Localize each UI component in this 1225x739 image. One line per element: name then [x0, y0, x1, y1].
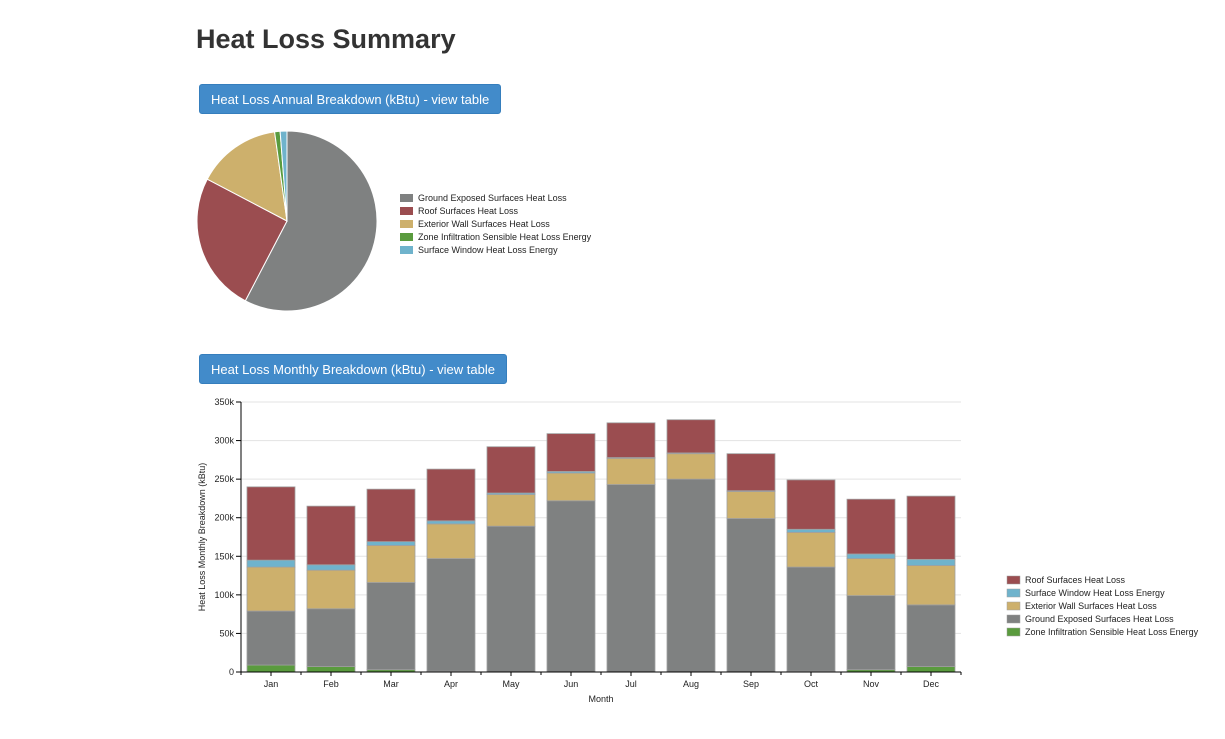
bar-segment[interactable] — [726, 453, 776, 492]
bar-segment[interactable] — [606, 422, 656, 458]
bar-segment[interactable] — [786, 566, 836, 672]
bar-segment[interactable] — [726, 518, 776, 673]
pie-legend-label: Ground Exposed Surfaces Heat Loss — [418, 193, 567, 203]
x-tick-label: Jan — [264, 679, 279, 689]
pie-slice[interactable] — [279, 130, 288, 222]
bar-segment[interactable] — [246, 559, 296, 568]
bar-segment[interactable] — [246, 610, 296, 666]
pie-legend-swatch — [400, 194, 413, 202]
bar-segment[interactable] — [606, 457, 656, 485]
bar-segment[interactable] — [486, 446, 536, 494]
bar-segment[interactable] — [366, 488, 416, 543]
bar-segment[interactable] — [306, 608, 356, 668]
y-tick-label: 150k — [214, 551, 234, 561]
bar-segment[interactable] — [906, 495, 956, 560]
bar-segment[interactable] — [906, 565, 956, 606]
bar-segment[interactable] — [606, 484, 656, 673]
x-tick-label: Dec — [923, 679, 940, 689]
y-tick-label: 200k — [214, 513, 234, 523]
bar-segment[interactable] — [846, 498, 896, 555]
bar-segment[interactable] — [306, 505, 356, 566]
page-title: Heat Loss Summary — [196, 24, 456, 54]
bar-segment[interactable] — [546, 433, 596, 472]
pie-legend-label: Zone Infiltration Sensible Heat Loss Ene… — [418, 232, 592, 242]
bar-segment[interactable] — [906, 604, 956, 668]
pie-legend-swatch — [400, 220, 413, 228]
pie-legend-swatch — [400, 207, 413, 215]
bar-segment[interactable] — [486, 494, 536, 527]
bar-segment[interactable] — [426, 520, 476, 525]
pie-legend-label: Exterior Wall Surfaces Heat Loss — [418, 219, 550, 229]
bar-segment[interactable] — [786, 528, 836, 533]
bar-segment[interactable] — [786, 479, 836, 530]
x-tick-label: Nov — [863, 679, 880, 689]
bar-segment[interactable] — [246, 566, 296, 612]
pie-slice[interactable] — [244, 130, 378, 312]
x-tick-label: Feb — [323, 679, 339, 689]
monthly-breakdown-view-table-button[interactable]: Heat Loss Monthly Breakdown (kBtu) - vie… — [199, 354, 507, 384]
pie-legend-swatch — [400, 233, 413, 241]
bar-segment[interactable] — [906, 558, 956, 566]
bar-legend-swatch — [1006, 627, 1021, 637]
y-tick-label: 100k — [214, 590, 234, 600]
pie-legend-label: Roof Surfaces Heat Loss — [418, 206, 519, 216]
bar-legend-label: Ground Exposed Surfaces Heat Loss — [1025, 614, 1174, 624]
bar-segment[interactable] — [426, 558, 476, 672]
bar-segment[interactable] — [846, 553, 896, 560]
bar-segment[interactable] — [426, 468, 476, 522]
bar-segment[interactable] — [426, 523, 476, 560]
bar-segment[interactable] — [546, 472, 596, 502]
x-tick-label: Sep — [743, 679, 759, 689]
bar-segment[interactable] — [786, 531, 836, 568]
bar-legend-label: Roof Surfaces Heat Loss — [1025, 575, 1126, 585]
y-tick-label: 50k — [219, 628, 234, 638]
y-tick-label: 300k — [214, 436, 234, 446]
bar-legend-label: Zone Infiltration Sensible Heat Loss Ene… — [1025, 627, 1199, 637]
bar-segment[interactable] — [246, 486, 296, 561]
bar-segment[interactable] — [546, 500, 596, 673]
x-tick-label: Oct — [804, 679, 819, 689]
bar-segment[interactable] — [666, 478, 716, 673]
x-axis-title: Month — [588, 694, 613, 704]
bar-segment[interactable] — [366, 541, 416, 546]
bar-legend-label: Exterior Wall Surfaces Heat Loss — [1025, 601, 1157, 611]
bar-legend-swatch — [1006, 614, 1021, 624]
x-tick-label: Aug — [683, 679, 699, 689]
annual-breakdown-view-table-button[interactable]: Heat Loss Annual Breakdown (kBtu) - view… — [199, 84, 502, 114]
bar-segment[interactable] — [486, 525, 536, 673]
bar-legend-swatch — [1006, 575, 1021, 585]
bar-segment[interactable] — [366, 582, 416, 671]
y-tick-label: 350k — [214, 397, 234, 407]
pie-slice[interactable] — [206, 131, 288, 222]
bar-legend-swatch — [1006, 588, 1021, 598]
x-tick-label: Jun — [564, 679, 579, 689]
pie-legend-label: Surface Window Heat Loss Energy — [418, 245, 558, 255]
bar-legend-swatch — [1006, 601, 1021, 611]
y-tick-label: 250k — [214, 474, 234, 484]
x-tick-label: Mar — [383, 679, 399, 689]
y-axis-title: Heat Loss Monthly Breakdown (kBtu) — [197, 463, 207, 612]
bar-segment[interactable] — [306, 569, 356, 610]
x-tick-label: May — [502, 679, 520, 689]
bar-legend-label: Surface Window Heat Loss Energy — [1025, 588, 1165, 598]
annual-pie-chart: Ground Exposed Surfaces Heat Loss Roof Su… — [196, 130, 592, 312]
bar-segment[interactable] — [666, 453, 716, 480]
y-tick-label: 0 — [229, 667, 234, 677]
x-tick-label: Jul — [625, 679, 637, 689]
bar-segment[interactable] — [846, 595, 896, 671]
x-tick-label: Apr — [444, 679, 458, 689]
bar-segment[interactable] — [366, 545, 416, 583]
pie-legend-swatch — [400, 246, 413, 254]
bar-segment[interactable] — [846, 558, 896, 597]
bar-segment[interactable] — [306, 666, 356, 673]
bar-segment[interactable] — [666, 419, 716, 454]
bar-segment[interactable] — [726, 491, 776, 519]
bar-segment[interactable] — [306, 564, 356, 571]
bar-segment[interactable] — [246, 664, 296, 673]
bar-segment[interactable] — [906, 666, 956, 673]
